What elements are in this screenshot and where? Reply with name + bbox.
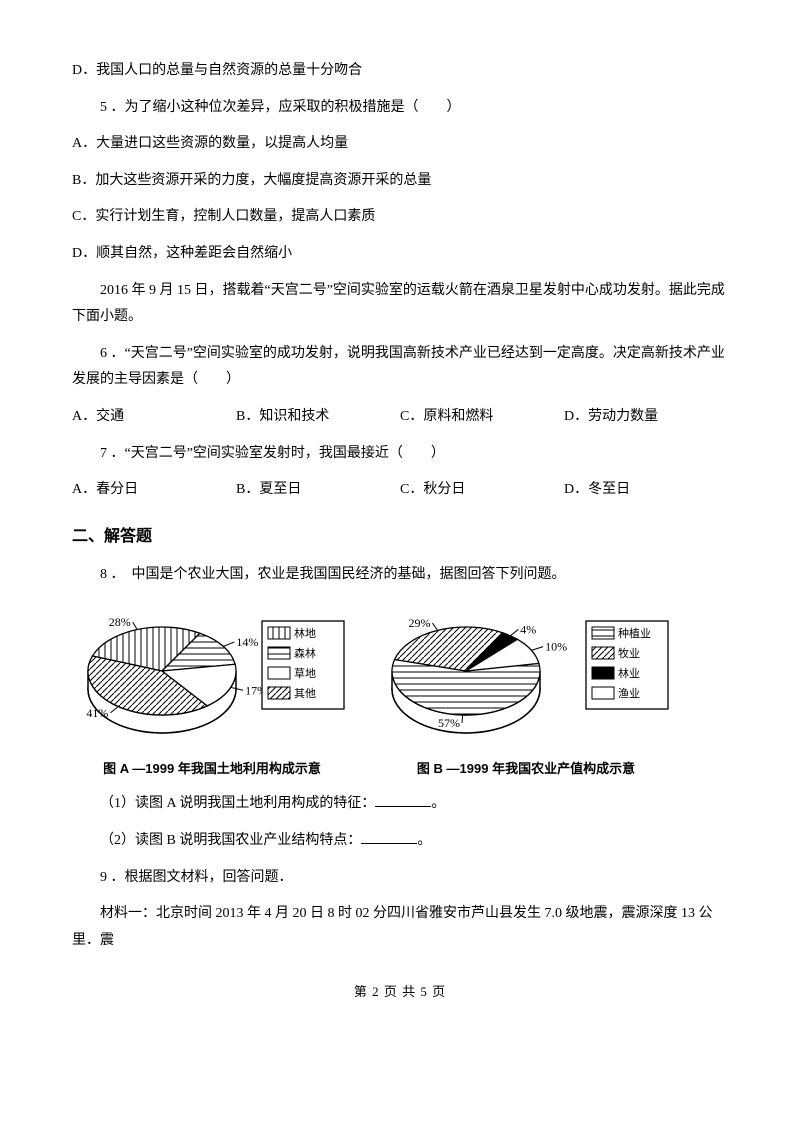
chart-b-pie: 57% 29% 4% 10% 种植业牧业林业渔业 [376, 603, 676, 753]
q7-opt-a: A．春分日 [72, 477, 236, 504]
charts-row: 28%14%17%41%林地森林草地其他 图 A —1999 年我国土地利用构成… [72, 603, 728, 782]
svg-text:29%: 29% [408, 616, 430, 630]
svg-text:林业: 林业 [618, 666, 640, 680]
svg-text:14%: 14% [236, 635, 258, 649]
q6-opt-b: B．知识和技术 [236, 404, 400, 431]
q8-sub2: （2）读图 B 说明我国农业产业结构特点：。 [72, 828, 728, 855]
svg-text:渔业: 渔业 [618, 687, 640, 700]
q8-stem: 8 ． 中国是个农业大国，农业是我国国民经济的基础，据图回答下列问题。 [72, 562, 728, 589]
q6-options: A．交通 B．知识和技术 C．原料和燃料 D．劳动力数量 [72, 404, 728, 431]
page: D．我国人口的总量与自然资源的总量十分吻合 5 ．为了缩小这种位次差异，应采取的… [0, 0, 800, 1035]
q7-stem: 7 ．“天宫二号”空间实验室发射时，我国最接近（ ） [72, 441, 728, 468]
q5-opt-d: D．顺其自然，这种差距会自然缩小 [72, 241, 728, 268]
q7-options: A．春分日 B．夏至日 C．秋分日 D．冬至日 [72, 477, 728, 504]
svg-text:牧业: 牧业 [618, 646, 640, 660]
q9-stem: 9 ．根据图文材料，回答问题． [72, 865, 728, 892]
svg-text:57%: 57% [438, 716, 460, 730]
chart-a-caption: 图 A —1999 年我国土地利用构成示意 [103, 757, 321, 782]
q6-opt-d: D．劳动力数量 [564, 404, 728, 431]
chart-a-pie: 28%14%17%41%林地森林草地其他 [72, 603, 352, 753]
svg-text:28%: 28% [109, 615, 131, 629]
page-footer: 第 2 页 共 5 页 [72, 980, 728, 1005]
chart-b-block: 57% 29% 4% 10% 种植业牧业林业渔业 图 B —1999 年我国农业产值构成… [376, 603, 676, 782]
q9-material-1: 材料一：北京时间 2013 年 4 月 20 日 8 时 02 分四川省雅安市芦… [72, 901, 728, 954]
svg-text:草地: 草地 [294, 667, 316, 680]
passage-1: 2016 年 9 月 15 日，搭载着“天宫二号”空间实验室的运载火箭在酒泉卫星… [72, 278, 728, 331]
svg-text:种植业: 种植业 [618, 626, 651, 640]
chart-a-block: 28%14%17%41%林地森林草地其他 图 A —1999 年我国土地利用构成… [72, 603, 352, 782]
q8-sub1: （1）读图 A 说明我国土地利用构成的特征：。 [72, 791, 728, 818]
q7-opt-c: C．秋分日 [400, 477, 564, 504]
q7-opt-d: D．冬至日 [564, 477, 728, 504]
chart-b-caption: 图 B —1999 年我国农业产值构成示意 [417, 757, 635, 782]
q5-stem: 5 ．为了缩小这种位次差异，应采取的积极措施是（ ） [72, 95, 728, 122]
q7-opt-b: B．夏至日 [236, 477, 400, 504]
q5-opt-c: C．实行计划生育，控制人口数量，提高人口素质 [72, 204, 728, 231]
q5-opt-b: B．加大这些资源开采的力度，大幅度提高资源开采的总量 [72, 168, 728, 195]
q6-opt-c: C．原料和燃料 [400, 404, 564, 431]
svg-text:41%: 41% [86, 706, 108, 720]
q6-stem: 6 ．“天宫二号”空间实验室的成功发射，说明我国高新技术产业已经达到一定高度。决… [72, 341, 728, 394]
q6-opt-a: A．交通 [72, 404, 236, 431]
q4-option-d: D．我国人口的总量与自然资源的总量十分吻合 [72, 58, 728, 85]
svg-text:10%: 10% [545, 639, 567, 653]
svg-text:4%: 4% [520, 622, 536, 636]
q5-opt-a: A．大量进口这些资源的数量，以提高人均量 [72, 131, 728, 158]
svg-text:林地: 林地 [294, 626, 316, 640]
section-2-title: 二、解答题 [72, 522, 728, 552]
svg-text:其他: 其他 [294, 687, 316, 700]
svg-text:森林: 森林 [294, 646, 316, 660]
